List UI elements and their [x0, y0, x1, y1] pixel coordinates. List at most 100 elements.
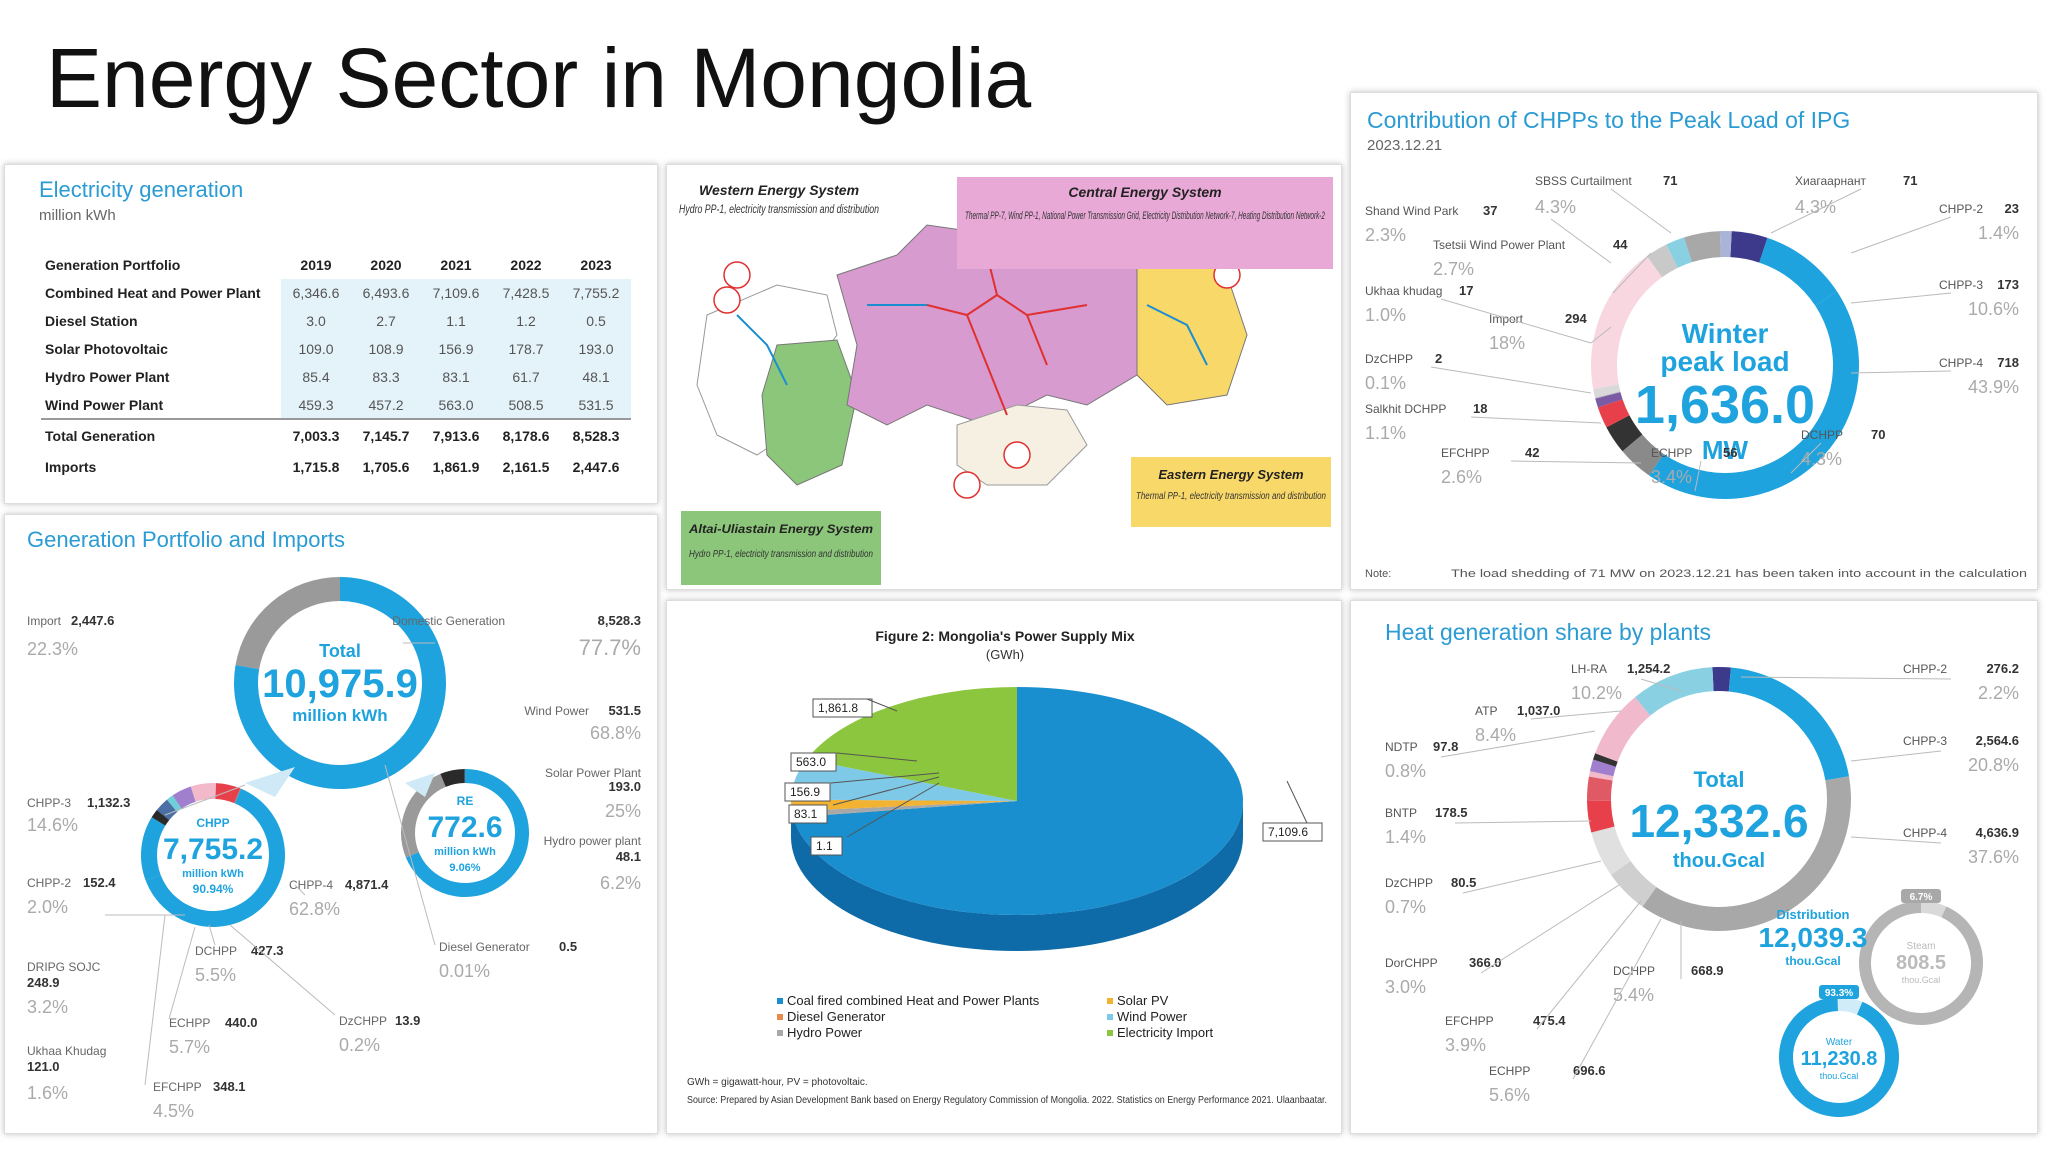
leader-line: [1770, 188, 1862, 234]
item-label: LH-RA: [1571, 662, 1607, 676]
item-label: DCHPP: [1801, 428, 1843, 442]
legend-label: Hydro Power: [787, 1025, 863, 1040]
mix-title: Figure 2: Mongolia's Power Supply Mix: [875, 628, 1134, 644]
leader-line: [1430, 366, 1592, 394]
altai-box: [681, 511, 881, 585]
item-pct: 4.3%: [1801, 449, 1842, 469]
item-value: 0.5: [559, 939, 577, 954]
leader-line: [1480, 884, 1620, 974]
re-value: 772.6: [427, 811, 502, 844]
item-label: DzCHPP: [339, 1014, 387, 1028]
item-label: ECHPP: [1651, 446, 1692, 460]
leader-line: [1440, 298, 1592, 344]
year-header: 2021: [440, 257, 472, 273]
altai-title: Altai-Uliastain Energy System: [688, 522, 873, 536]
chpp-segment: [190, 783, 217, 802]
row-label: Diesel Station: [45, 313, 138, 329]
central-title: Central Energy System: [1068, 184, 1221, 200]
value-label: 156.9: [790, 785, 820, 799]
legend-swatch: [777, 1030, 783, 1036]
leader-line: [1550, 218, 1612, 264]
table-row: Combined Heat and Power Plant 6,346.6 6,49…: [41, 279, 631, 307]
re-pct: 9.06%: [449, 862, 480, 874]
pie-slice: [791, 759, 1017, 801]
item-label: CHPP-4: [1939, 356, 1983, 370]
item-pct: 2.2%: [1978, 683, 2019, 703]
region-marker: [1003, 441, 1031, 469]
table-cell: 7,145.7: [351, 418, 421, 449]
leader-line: [1440, 730, 1596, 758]
item-label: EFCHPP: [1441, 446, 1490, 460]
item-value: 178.5: [1435, 805, 1468, 820]
row-label: Solar Photovoltaic: [45, 341, 168, 357]
table-cell: 7,109.6: [421, 279, 491, 307]
item-value: 475.4: [1533, 1013, 1566, 1028]
item-value: 121.0: [27, 1059, 60, 1074]
peak-segment: [1666, 237, 1692, 268]
item-label: CHPP-2: [1939, 202, 1983, 216]
item-pct: 3.2%: [27, 997, 68, 1017]
table-cell: 1.2: [491, 307, 561, 335]
distribution-label: Distribution: [1777, 907, 1850, 922]
item-value: 97.8: [1433, 739, 1458, 754]
peak-segment: [1622, 434, 1664, 476]
heat-segment: [1635, 667, 1714, 716]
leader-line: [1530, 710, 1622, 720]
item-label: NDTP: [1385, 740, 1418, 754]
leader-line: [1694, 460, 1702, 492]
item-value: 8,528.3: [598, 613, 641, 628]
re-segment: [400, 773, 446, 858]
region-marker: [953, 471, 981, 499]
item-pct: 0.2%: [339, 1035, 380, 1055]
power-supply-mix-chart: Figure 2: Mongolia's Power Supply Mix (GW…: [687, 628, 1327, 1106]
item-pct: 3.0%: [1385, 977, 1426, 997]
peak-segment: [1595, 391, 1621, 399]
item-value: 2,447.6: [71, 613, 114, 628]
table-cell: 83.1: [421, 363, 491, 391]
table-header: Generation Portfolio: [45, 257, 181, 273]
item-value: 193.0: [608, 779, 641, 794]
heat-segment: [1595, 697, 1651, 762]
table-cell: 1,861.9: [432, 459, 480, 475]
heat-segment: [1587, 800, 1615, 833]
chpp-unit: million kWh: [182, 868, 244, 880]
item-value: 71: [1663, 173, 1677, 188]
value-label: 563.0: [796, 755, 826, 769]
leader-line: [846, 782, 940, 838]
re-unit: million kWh: [434, 846, 496, 858]
generation-table: Generation Portfolio 2019 2020 2021 2022…: [41, 251, 631, 480]
item-label: ECHPP: [169, 1016, 210, 1030]
legend-label: Coal fired combined Heat and Power Plant…: [787, 993, 1040, 1008]
item-value: 1,132.3: [87, 795, 130, 810]
table-cell: 2,447.6: [572, 459, 620, 475]
peak-unit: MW: [1702, 435, 1749, 465]
table-cell: 109.0: [281, 335, 351, 363]
peak-segment: [1646, 244, 1678, 278]
item-pct: 0.1%: [1365, 373, 1406, 393]
table-row: Diesel Station 3.0 2.7 1.1 1.2 0.5: [41, 307, 631, 335]
leader-line: [1462, 860, 1602, 894]
region-altai: [761, 339, 858, 486]
item-pct: 5.7%: [169, 1037, 210, 1057]
leader-line: [1850, 292, 1952, 304]
pie-slice: [791, 799, 1017, 812]
peak-segment: [1759, 237, 1837, 306]
item-value: 48.1: [616, 849, 641, 864]
item-pct: 68.8%: [590, 723, 641, 743]
item-pct: 10.2%: [1571, 683, 1622, 703]
peak-segment: [1593, 384, 1621, 398]
legend-label: Solar PV: [1117, 993, 1169, 1008]
energy-map-panel: Western Energy System Hydro PP-1, electri…: [666, 164, 1342, 590]
item-value: 276.2: [1986, 661, 2019, 676]
item-pct: 0.7%: [1385, 897, 1426, 917]
item-pct: 62.8%: [289, 899, 340, 919]
leader-line: [144, 914, 166, 1086]
distribution-value: 12,039.3: [1759, 922, 1868, 953]
chpp-segment: [156, 799, 178, 820]
item-label: DzCHPP: [1385, 876, 1433, 890]
peak-segment: [1730, 231, 1768, 263]
item-value: 18: [1473, 401, 1487, 416]
total-value: 10,975.9: [262, 662, 418, 706]
item-pct: 5.6%: [1489, 1085, 1530, 1105]
table-cell: 6,493.6: [351, 279, 421, 307]
